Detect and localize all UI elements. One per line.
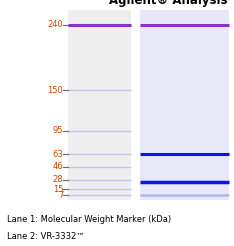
Text: Lane 2: VR-3332™: Lane 2: VR-3332™ [7, 232, 85, 242]
Bar [140, 10, 229, 200]
Text: 240: 240 [48, 20, 63, 29]
Text: Agilent® Analysis: Agilent® Analysis [109, 0, 228, 7]
Text: 46: 46 [53, 162, 63, 171]
Text: 15: 15 [53, 185, 63, 194]
Text: 95: 95 [53, 126, 63, 135]
Text: 63: 63 [52, 150, 63, 159]
Text: 7: 7 [58, 191, 63, 200]
Text: 28: 28 [53, 175, 63, 184]
Text: Lane 1: Molecular Weight Marker (kDa): Lane 1: Molecular Weight Marker (kDa) [7, 215, 171, 224]
Bar [68, 10, 131, 200]
Text: 150: 150 [48, 86, 63, 95]
